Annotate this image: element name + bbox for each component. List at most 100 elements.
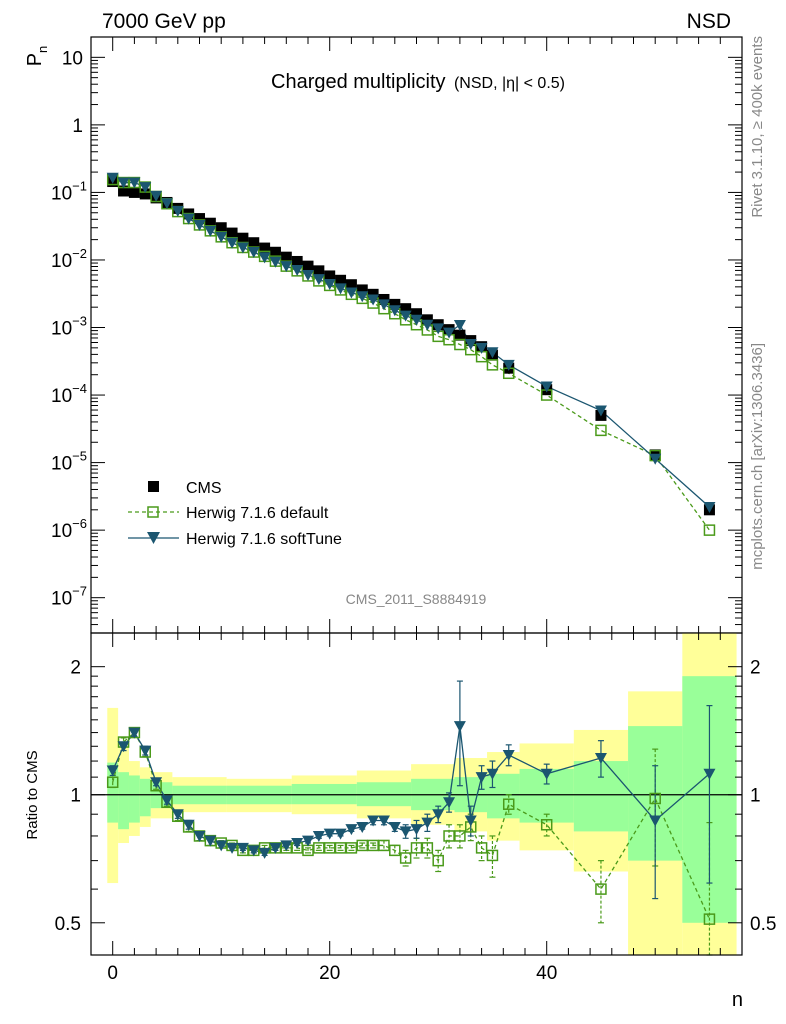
softtune-point	[182, 213, 195, 225]
ratio-softtune-point	[453, 721, 466, 733]
ratio-ytick-label: 2	[70, 658, 81, 679]
ratio-softtune-point	[377, 815, 390, 827]
ratio-default-point	[475, 842, 488, 854]
ratio-softtune-point	[215, 840, 228, 852]
ratio-panel: 0.5 0.51 12 20 20 40 Ratio to CMS n	[24, 632, 776, 1011]
legend-cms-marker	[148, 481, 159, 492]
ratio-softtune-point	[193, 830, 206, 842]
ratio-softtune-point	[312, 830, 325, 842]
cms-point	[269, 246, 281, 258]
ratio-default-point	[454, 830, 466, 842]
cms-point	[335, 274, 347, 286]
legend: CMS Herwig 7.1.6 default Herwig 7.1.6 so…	[128, 480, 342, 548]
main-ytick-label-exp: −2	[72, 246, 87, 261]
main-ytick-label-base: 10	[51, 386, 72, 407]
ratio-xtick-label: 20	[319, 963, 340, 984]
main-ytick-label: 10−4	[51, 381, 87, 407]
main-ytick-label-exp: −3	[72, 314, 87, 329]
ratio-softtune-point	[649, 815, 662, 827]
ratio-default-point	[443, 830, 455, 842]
ratio-softtune-point	[302, 835, 314, 847]
softtune-point	[649, 453, 662, 465]
ratio-softtune-point	[204, 835, 217, 847]
ratio-default-point	[540, 819, 553, 831]
softtune-point	[247, 247, 260, 259]
softtune-point	[502, 359, 515, 371]
cms-point	[248, 237, 260, 249]
ratio-default-point	[410, 842, 423, 854]
softtune-point	[356, 291, 369, 303]
ratio-default-point	[356, 839, 368, 852]
ratio-default-point	[649, 792, 661, 805]
ratio-band-inner	[139, 778, 151, 817]
main-ytick-label-exp: −7	[72, 584, 87, 599]
softtune-point	[399, 310, 412, 322]
ratio-default-point	[345, 842, 358, 854]
header-right-label: NSD	[687, 10, 731, 33]
cms-point	[204, 217, 216, 229]
legend-softtune-label: Herwig 7.1.6 softTune	[186, 531, 342, 548]
main-ytick-label-base: 10	[51, 589, 72, 610]
legend-softtune-marker	[147, 532, 160, 544]
cms-point	[454, 329, 466, 341]
ratio-default-point	[595, 883, 607, 895]
cms-point	[237, 232, 249, 244]
cms-point	[118, 185, 130, 197]
ratio-axes: 0.5 0.51 12 20 20 40	[55, 632, 776, 984]
softtune-point	[377, 299, 390, 311]
ratio-softtune-point	[703, 768, 716, 780]
ratio-default-point	[334, 842, 347, 854]
softtune-point	[171, 206, 184, 218]
ratio-softtune-point	[367, 815, 380, 827]
softtune-point	[128, 177, 141, 189]
softtune-point	[323, 279, 336, 291]
cms-point	[139, 188, 151, 200]
softtune-point	[475, 342, 488, 354]
softtune-point	[139, 182, 152, 194]
ratio-softtune-point	[150, 777, 163, 789]
cms-point	[128, 186, 140, 198]
softtune-point	[215, 231, 228, 243]
ratio-softtune-point	[388, 821, 401, 833]
ratio-default-point	[399, 852, 412, 864]
analysis-label: CMS_2011_S8884919	[346, 591, 487, 607]
ratio-softtune-point	[594, 752, 607, 764]
ratio-default-point	[106, 776, 119, 788]
softtune-point	[703, 502, 716, 514]
ratio-softtune-point	[464, 815, 477, 827]
legend-default-label: Herwig 7.1.6 default	[186, 505, 329, 522]
main-ytick-label-exp: −6	[72, 516, 87, 531]
main-ytick-label-exp: −1	[72, 178, 87, 193]
ratio-softtune-point	[399, 826, 412, 838]
ratio-ytick-label-right: 2	[750, 658, 761, 679]
softtune-point	[160, 198, 173, 210]
cms-point	[367, 288, 379, 300]
ratio-softtune-point	[291, 838, 304, 850]
legend-cms-label: CMS	[186, 480, 222, 497]
main-ytick-label: 10−6	[51, 516, 87, 542]
ratio-marks	[91, 680, 742, 956]
ratio-softtune-point	[540, 768, 553, 780]
main-ytick-label: 10−5	[51, 449, 87, 475]
rivet-label: Rivet 3.1.10, ≥ 400k events	[749, 36, 766, 218]
ratio-softtune-point	[421, 817, 434, 829]
default-point	[486, 359, 499, 371]
softtune-point	[302, 269, 314, 281]
softtune-point	[269, 256, 282, 268]
softtune-point	[388, 305, 401, 317]
ratio-xtick-label: 0	[107, 963, 118, 984]
ratio-softtune-point	[247, 845, 260, 857]
cms-point	[356, 284, 368, 296]
series-default-line	[112, 178, 710, 531]
main-ytick-label-exp: −4	[72, 381, 87, 396]
main-ytick-label-base: 10	[51, 319, 72, 340]
main-ytick-label: 10−2	[51, 246, 87, 272]
softtune-point	[594, 405, 607, 417]
main-ytick-label-base: 10	[51, 251, 72, 272]
ratio-softtune-point	[269, 842, 282, 854]
ratio-ylabel: Ratio to CMS	[24, 750, 41, 839]
plot-title-sub: (NSD, |η| < 0.5)	[454, 75, 565, 92]
ratio-softtune-point	[182, 819, 195, 831]
